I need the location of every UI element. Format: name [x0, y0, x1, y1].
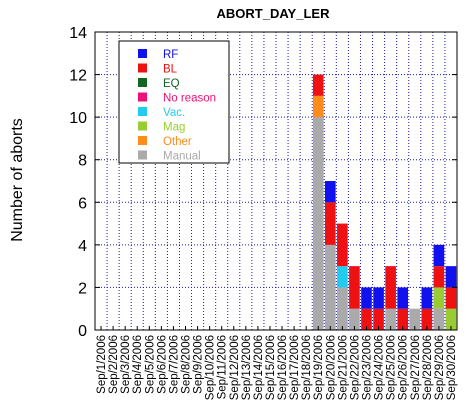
x-tick-label: Sep/20/2006 — [325, 335, 337, 400]
x-tick-label: Sep/13/2006 — [241, 335, 253, 400]
y-tick-label: 14 — [69, 25, 87, 42]
y-tick-label: 10 — [69, 110, 87, 127]
legend-label: EQ — [163, 78, 180, 90]
bar-segment-rf — [397, 287, 409, 309]
bar-segment-manual — [312, 117, 324, 331]
legend-label: No reason — [163, 93, 216, 105]
legend-label: Manual — [163, 151, 201, 163]
legend-label: Other — [163, 136, 192, 148]
x-tick-label: Sep/3/2006 — [120, 335, 132, 394]
legend-label: RF — [163, 49, 178, 61]
x-tick-label: Sep/23/2006 — [362, 335, 374, 400]
x-tick-label: Sep/21/2006 — [337, 335, 349, 400]
x-tick-label: Sep/14/2006 — [253, 335, 265, 400]
bar-segment-manual — [385, 308, 396, 330]
bar-segment-rf — [324, 181, 336, 203]
bars — [312, 74, 457, 331]
chart-title: ABORT_DAY_LER — [217, 6, 331, 21]
bar-segment-rf — [445, 266, 457, 288]
x-tick-label: Sep/19/2006 — [313, 335, 325, 400]
x-tick-label: Sep/28/2006 — [422, 335, 434, 400]
legend-label: BL — [163, 64, 178, 76]
legend-swatch — [138, 49, 147, 58]
legend-swatch — [138, 150, 147, 160]
x-tick-label: Sep/30/2006 — [446, 335, 458, 400]
x-tick-label: Sep/6/2006 — [156, 335, 168, 394]
bar-segment-bl — [337, 223, 348, 267]
bar-segment-bl — [445, 287, 457, 309]
y-tick-label: 4 — [78, 238, 87, 255]
legend-swatch — [138, 121, 147, 131]
y-axis-label: Number of aborts — [9, 118, 26, 242]
bar-segment-rf — [421, 287, 433, 309]
legend-swatch — [138, 92, 147, 102]
legend-label: Vac. — [163, 107, 185, 119]
y-tick-label: 2 — [78, 280, 87, 297]
bar-segment-bl — [349, 266, 360, 309]
bar-segment-manual — [337, 287, 348, 330]
legend-label: Mag — [163, 122, 185, 134]
x-tick-label: Sep/17/2006 — [289, 335, 301, 400]
plot-frame — [94, 31, 458, 331]
bar-segment-manual — [324, 244, 336, 330]
y-tick-label: 0 — [78, 323, 87, 340]
bar-segment-manual — [409, 308, 421, 330]
y-tick-label: 8 — [78, 153, 87, 170]
x-tick-label: Sep/12/2006 — [229, 335, 241, 400]
x-tick-label: Sep/27/2006 — [410, 335, 422, 400]
bar-segment-rf — [361, 287, 372, 309]
x-tick-label: Sep/15/2006 — [265, 335, 277, 400]
legend-box — [118, 40, 230, 164]
x-tick-label: Sep/1/2006 — [96, 335, 108, 394]
y-tick-label: 12 — [69, 68, 87, 85]
x-tick-label: Sep/24/2006 — [374, 335, 386, 400]
bar-segment-vac- — [337, 266, 348, 288]
x-tick-label: Sep/22/2006 — [349, 335, 361, 400]
bar-segment-bl — [324, 202, 336, 245]
bar-segment-bl — [361, 308, 372, 330]
bar-segment-mag — [445, 308, 457, 330]
x-tick-label: Sep/11/2006 — [217, 335, 229, 399]
x-axis-ticks: Sep/1/2006 Sep/2/2006 Sep/3/2006 Sep/4/2006… — [96, 326, 458, 400]
legend-swatch — [138, 136, 147, 145]
legend-swatch — [138, 63, 147, 73]
bar-segment-manual — [349, 308, 360, 330]
bar-segment-bl — [397, 308, 409, 330]
bar-segment-rf — [433, 244, 445, 267]
y-axis-ticks: 0 2 4 6 8 10 12 14 — [69, 25, 457, 340]
x-tick-label: Sep/7/2006 — [168, 335, 180, 394]
legend: RF BL EQ No reason Vac. Mag Other Manual — [118, 40, 230, 164]
bar-segment-bl — [312, 74, 324, 96]
bar-segment-bl — [421, 308, 433, 330]
bar-segment-rf — [373, 287, 384, 309]
x-tick-label: Sep/5/2006 — [144, 335, 156, 394]
legend-swatch — [138, 107, 147, 116]
bar-segment-other — [312, 95, 324, 118]
x-tick-label: Sep/18/2006 — [301, 335, 313, 400]
x-tick-label: Sep/8/2006 — [181, 335, 193, 394]
bar-segment-bl — [385, 266, 396, 309]
x-tick-label: Sep/16/2006 — [277, 335, 289, 400]
x-tick-label: Sep/29/2006 — [434, 335, 446, 400]
x-tick-label: Sep/10/2006 — [205, 335, 217, 400]
bar-segment-bl — [433, 266, 445, 288]
legend-swatch — [138, 78, 147, 87]
x-tick-label: Sep/4/2006 — [132, 335, 144, 394]
bar-segment-bl — [373, 308, 384, 330]
y-tick-label: 6 — [78, 195, 87, 212]
bar-segment-mag — [433, 287, 445, 309]
x-tick-label: Sep/9/2006 — [193, 335, 205, 394]
x-tick-label: Sep/26/2006 — [398, 335, 410, 400]
x-tick-label: Sep/25/2006 — [386, 335, 398, 400]
x-tick-label: Sep/2/2006 — [108, 335, 120, 394]
bar-segment-manual — [433, 308, 445, 330]
